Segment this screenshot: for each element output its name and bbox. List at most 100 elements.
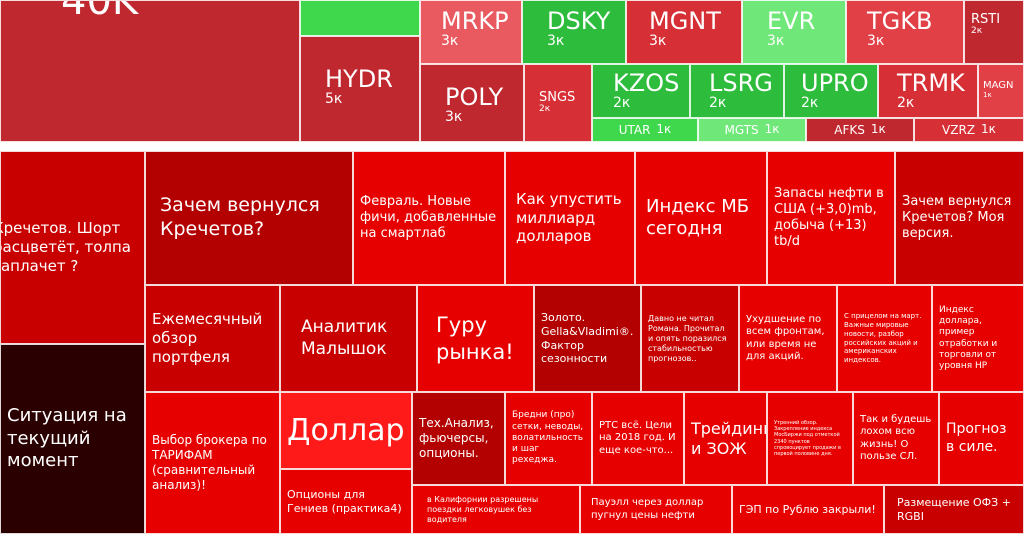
blog-post[interactable]: Как упустить миллиард долларов <box>505 151 635 285</box>
blog-post-title: Индекс доллара, пример отработки и торго… <box>939 304 998 371</box>
blog-post-title: Как упустить миллиард долларов <box>516 189 622 246</box>
blog-post[interactable]: Опционы для Гениев (практика4) <box>280 469 412 534</box>
blog-post-title: в Калифорнии разрешены поездки легковуше… <box>427 494 539 524</box>
blog-post[interactable]: Тех.Анализ, фьючерсы, опционы. <box>412 392 505 485</box>
heatmap-tile[interactable]: RSTI 2к <box>964 0 1024 64</box>
blog-post[interactable]: в Калифорнии разрешены поездки легковуше… <box>412 485 580 534</box>
heatmap-tile[interactable]: UTAR 1к <box>592 118 698 142</box>
ticker: RSTI <box>971 12 1001 27</box>
blog-post[interactable]: Запасы нефти в США (+3,0)mb, добыча (+13… <box>767 151 895 285</box>
blog-post[interactable]: Индекс доллара, пример отработки и торго… <box>932 285 1024 392</box>
blog-post[interactable]: Зачем вернулся Кречетов? <box>145 151 353 285</box>
ticker: MGNT <box>649 7 721 35</box>
blog-post[interactable]: Пауэлл через доллар пугнул цены нефти <box>580 485 732 534</box>
blog-post[interactable]: С прицелом на март. Важные мировые новос… <box>837 285 932 392</box>
volume: 1к <box>983 90 992 99</box>
heatmap-tile[interactable]: MGTS 1к <box>698 118 806 142</box>
volume: 2к <box>709 95 727 112</box>
volume: 2к <box>971 25 983 36</box>
heatmap-tile[interactable]: KZOS 2к <box>592 64 690 118</box>
blog-post-title: Доллар <box>287 412 405 448</box>
blog-post[interactable]: РТС всё. Цели на 2018 год. И еще кое-что… <box>592 392 684 485</box>
heatmap-tile[interactable]: MAGN 1к <box>978 64 1024 118</box>
volume: 3к <box>547 33 565 50</box>
blog-post-title: Размещение ОФЗ + RGBI <box>897 495 1011 523</box>
heatmap-tile[interactable] <box>300 0 420 36</box>
ticker: HYDR <box>325 65 393 93</box>
ticker: VZRZ <box>942 122 976 137</box>
volume: 2к <box>613 95 631 112</box>
blog-post-title: РТС всё. Цели на 2018 год. И еще кое-что… <box>599 419 676 456</box>
ticker: SNGS <box>539 90 576 105</box>
blog-post-title: Давно не читал Романа. Прочитал и опять … <box>648 313 727 363</box>
heatmap-tile[interactable]: EVR 3к <box>742 0 846 64</box>
blog-post[interactable]: Аналитик Малышок <box>280 285 417 392</box>
ticker: DSKY <box>547 7 611 35</box>
blog-post[interactable]: Давно не читал Романа. Прочитал и опять … <box>641 285 739 392</box>
blog-post-title: Февраль. Новые фичи, добавленные на смар… <box>360 193 497 242</box>
volume: 5к <box>325 91 343 108</box>
heatmap-tile[interactable]: TRMK 2к <box>878 64 978 118</box>
volume: 2к <box>897 95 915 112</box>
heatmap-tile[interactable]: 40K <box>0 0 300 142</box>
blog-post[interactable]: Трейдинг и ЗОЖ <box>684 392 767 485</box>
blog-post[interactable]: Индекс МБ сегодня <box>635 151 767 285</box>
ticker: POLY <box>445 83 504 111</box>
heatmap-tile[interactable]: DSKY 3к <box>522 0 626 64</box>
ticker: UTAR <box>618 122 651 137</box>
blog-post[interactable]: Февраль. Новые фичи, добавленные на смар… <box>353 151 505 285</box>
blog-post-title: Зачем вернулся Кречетов? Моя версия. <box>902 193 1012 242</box>
blog-post[interactable]: Ежемесячный обзор портфеля <box>145 285 280 392</box>
volume: 2к <box>539 103 551 114</box>
volume: 2к <box>801 95 819 112</box>
heatmap-tile[interactable]: UPRO 2к <box>784 64 878 118</box>
blog-post[interactable]: Гуру рынка! <box>417 285 534 392</box>
volume: 1к <box>656 122 672 137</box>
blog-post[interactable]: Размещение ОФЗ + RGBI <box>884 485 1024 534</box>
blog-post-title: Индекс МБ сегодня <box>646 195 750 240</box>
volume: 1к <box>764 122 780 137</box>
blog-post-title: Бредни (про) сетки, неводы, волатильност… <box>512 410 584 466</box>
blog-post-title: Пауэлл через доллар пугнул цены нефти <box>591 497 704 521</box>
blog-post[interactable]: Ситуация на текущий момент <box>0 344 145 534</box>
blog-post-title: Золото. Gella&Vladimi®. Фактор сезонност… <box>541 311 634 366</box>
ticker: 40K <box>61 0 139 24</box>
blog-post[interactable]: Утренний обзор. Закрепление индекса МосБ… <box>767 392 853 485</box>
heatmap-tile[interactable]: TGKB 3к <box>846 0 964 64</box>
heatmap-tile[interactable]: HYDR 5к <box>300 36 420 142</box>
ticker: MRKP <box>441 7 509 35</box>
blog-post-title: С прицелом на март. Важные мировые новос… <box>844 312 922 364</box>
ticker: LSRG <box>709 69 773 97</box>
blog-post[interactable]: Выбор брокера по ТАРИФАМ (сравнительный … <box>145 392 280 534</box>
blog-post[interactable]: Бредни (про) сетки, неводы, волатильност… <box>505 392 592 485</box>
heatmap-tile[interactable]: SNGS 2к <box>524 64 592 142</box>
blog-post[interactable]: Так и будешь лохом всю жизнь! О пользе С… <box>853 392 939 485</box>
blog-post-title: Ежемесячный обзор портфеля <box>152 310 263 366</box>
blog-post[interactable]: Ухудшение по всем фронтам, или время не … <box>739 285 837 392</box>
blog-post-title: Ухудшение по всем фронтам, или время не … <box>746 313 825 363</box>
ticker: EVR <box>767 7 816 35</box>
ticker: UPRO <box>801 69 869 97</box>
heatmap-tile[interactable]: VZRZ 1к <box>914 118 1024 142</box>
ticker: AFKS <box>834 122 865 137</box>
heatmap-tile[interactable]: LSRG 2к <box>690 64 784 118</box>
heatmap-tile[interactable]: MGNT 3к <box>626 0 742 64</box>
blog-post-title: Опционы для Гениев (практика4) <box>287 487 402 515</box>
heatmap-tile[interactable]: AFKS 1к <box>806 118 914 142</box>
ticker: MAGN <box>983 80 1014 91</box>
blog-post-title: Тех.Анализ, фьючерсы, опционы. <box>419 416 494 460</box>
blog-post-title: ГЭП по Рублю закрыли! <box>739 502 876 516</box>
heatmap-tile[interactable]: POLY 3к <box>420 64 524 142</box>
heatmap-tile[interactable]: MRKP 3к <box>420 0 522 64</box>
volume: 3к <box>649 33 667 50</box>
blog-post[interactable]: Зачем вернулся Кречетов? Моя версия. <box>895 151 1024 285</box>
blog-post[interactable]: Кречетов. Шорт расцветёт, толпа заплачет… <box>0 151 145 344</box>
blog-post[interactable]: Золото. Gella&Vladimi®. Фактор сезонност… <box>534 285 641 392</box>
blog-post-title: Гуру рынка! <box>436 313 514 364</box>
blog-post-title: Так и будешь лохом всю жизнь! О пользе С… <box>860 413 932 463</box>
blog-post[interactable]: ГЭП по Рублю закрыли! <box>732 485 884 534</box>
volume: 3к <box>441 33 459 50</box>
blog-post[interactable]: Прогноз в силе. <box>939 392 1024 485</box>
blog-post[interactable]: Доллар <box>280 392 412 469</box>
blog-post-title: Зачем вернулся Кречетов? <box>160 194 320 240</box>
